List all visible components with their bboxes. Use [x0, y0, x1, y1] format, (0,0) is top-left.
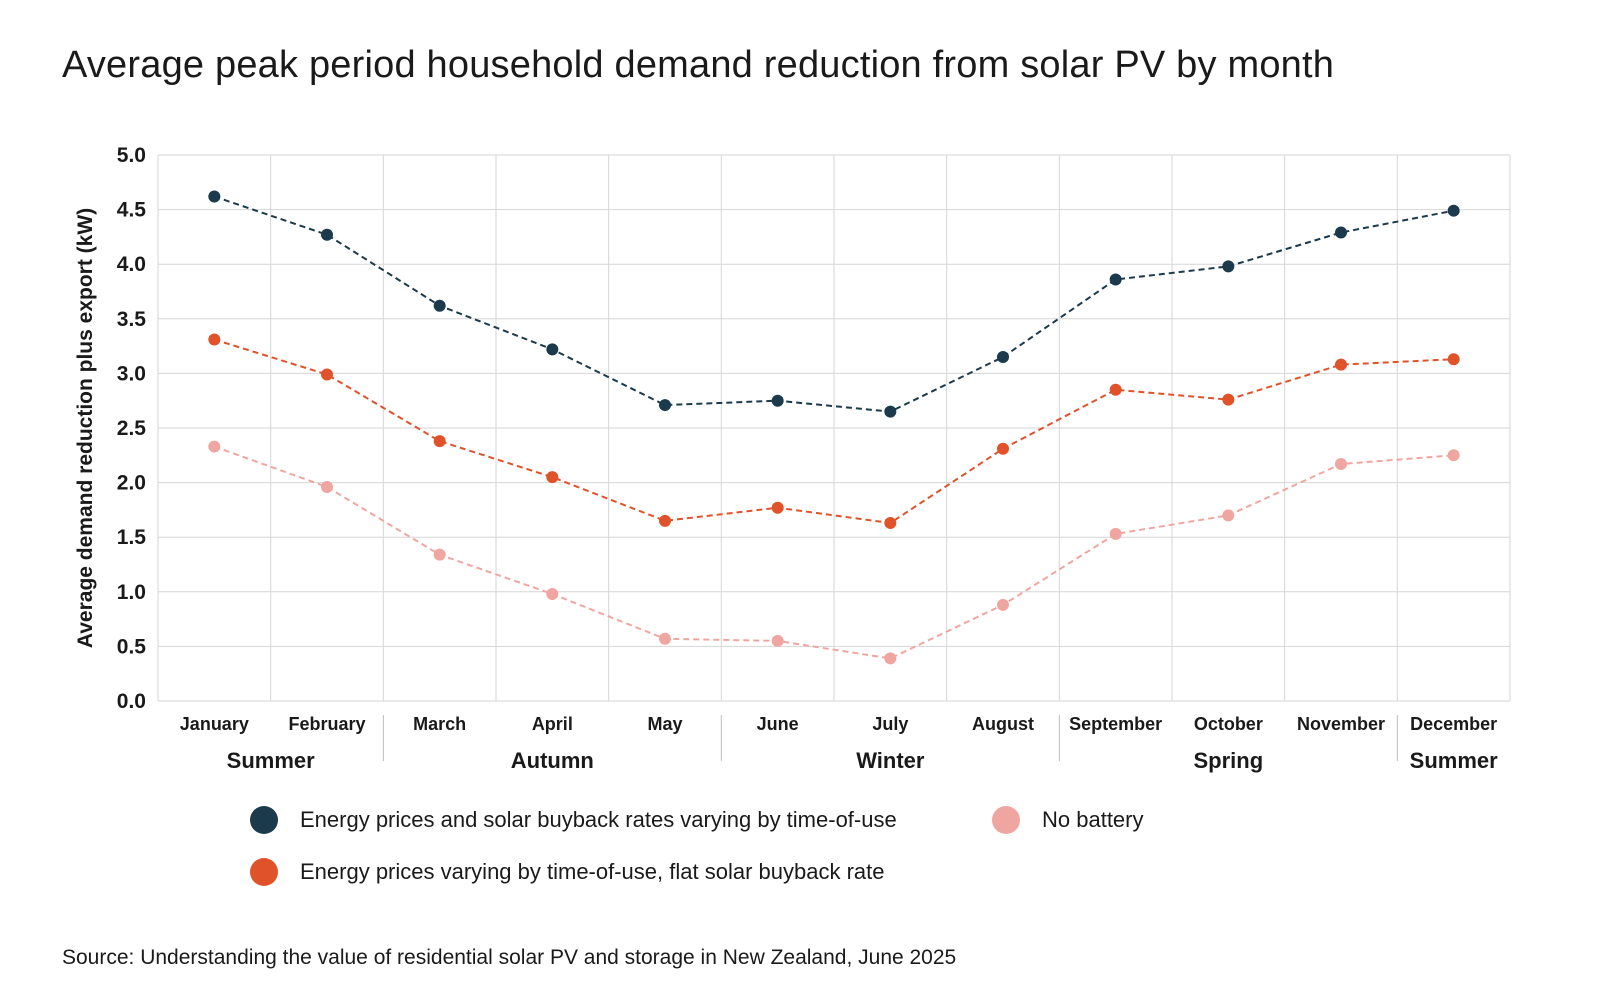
- y-tick-label: 2.5: [117, 417, 147, 440]
- x-tick-label: January: [180, 714, 249, 734]
- data-point-series-1: [884, 405, 897, 418]
- data-point-series-1: [546, 343, 559, 356]
- legend-item-series-3: No battery: [992, 806, 1144, 834]
- data-point-series-3: [1109, 527, 1122, 540]
- data-point-series-2: [1222, 393, 1235, 406]
- x-tick-label: August: [972, 714, 1034, 734]
- season-label: Winter: [856, 748, 925, 773]
- legend-label-series-1: Energy prices and solar buyback rates va…: [300, 807, 897, 832]
- data-point-series-1: [1335, 226, 1347, 239]
- x-tick-label: November: [1297, 714, 1385, 734]
- season-label: Spring: [1193, 748, 1263, 773]
- y-tick-label: 3.0: [117, 362, 146, 385]
- data-point-series-2: [433, 435, 446, 448]
- y-tick-label: 4.5: [117, 199, 147, 222]
- y-tick-label: 1.5: [117, 526, 147, 549]
- x-tick-label: July: [872, 714, 908, 734]
- data-point-series-3: [659, 632, 671, 645]
- y-tick-label: 0.5: [117, 635, 147, 658]
- data-point-series-1: [659, 399, 671, 412]
- data-point-series-3: [1447, 449, 1460, 462]
- legend-swatch-series-2: [250, 858, 278, 886]
- y-tick-label: 5.0: [117, 144, 146, 167]
- season-label: Summer: [227, 748, 315, 773]
- data-point-series-2: [546, 471, 559, 484]
- y-tick-label: 0.0: [117, 690, 146, 713]
- data-point-series-3: [997, 598, 1009, 611]
- x-tick-label: March: [413, 714, 466, 734]
- legend-item-series-1: Energy prices and solar buyback rates va…: [250, 806, 897, 834]
- y-tick-label: 4.0: [117, 253, 146, 276]
- data-point-series-3: [1335, 458, 1347, 471]
- data-point-series-3: [1222, 509, 1235, 522]
- source-note: Source: Understanding the value of resid…: [62, 946, 957, 969]
- y-tick-label: 2.0: [117, 472, 146, 495]
- chart-title: Average peak period household demand red…: [62, 44, 1335, 86]
- data-point-series-2: [1109, 383, 1122, 396]
- data-point-series-1: [1109, 273, 1122, 286]
- data-point-series-1: [997, 351, 1009, 364]
- data-point-series-2: [1335, 358, 1347, 371]
- x-tick-label: February: [288, 714, 365, 734]
- data-point-series-3: [884, 652, 897, 665]
- data-point-series-3: [546, 587, 559, 600]
- x-tick-label: June: [757, 714, 799, 734]
- data-point-series-2: [771, 501, 784, 514]
- data-point-series-3: [321, 480, 333, 493]
- y-axis-title: Average demand reduction plus export (kW…: [74, 208, 97, 648]
- legend-label-series-3: No battery: [1042, 807, 1144, 832]
- season-label: Autumn: [511, 748, 594, 773]
- data-point-series-2: [884, 517, 897, 530]
- x-tick-label: September: [1069, 714, 1162, 734]
- x-tick-label: May: [647, 714, 682, 734]
- data-point-series-1: [433, 299, 446, 312]
- data-point-series-2: [659, 514, 671, 527]
- data-point-series-3: [433, 548, 446, 561]
- x-tick-label: December: [1410, 714, 1497, 734]
- data-point-series-3: [771, 634, 784, 647]
- data-point-series-2: [1447, 353, 1460, 366]
- y-tick-label: 1.0: [117, 581, 146, 604]
- data-point-series-1: [1222, 260, 1235, 273]
- data-point-series-1: [771, 394, 784, 407]
- legend-item-series-2: Energy prices varying by time-of-use, fl…: [250, 858, 884, 886]
- data-point-series-3: [208, 440, 221, 453]
- legend-label-series-2: Energy prices varying by time-of-use, fl…: [300, 859, 885, 884]
- x-tick-label: April: [532, 714, 573, 734]
- y-tick-label: 3.5: [117, 308, 147, 331]
- data-point-series-1: [321, 228, 333, 241]
- data-point-series-1: [1447, 204, 1460, 217]
- legend-swatch-series-3: [992, 806, 1020, 834]
- x-tick-label: October: [1194, 714, 1263, 734]
- data-point-series-1: [208, 190, 221, 203]
- series-line-3: [213, 445, 1454, 660]
- legend-swatch-series-1: [250, 806, 278, 834]
- data-point-series-2: [208, 333, 221, 346]
- season-label: Summer: [1410, 748, 1498, 773]
- data-point-series-2: [321, 368, 333, 381]
- data-point-series-2: [997, 442, 1009, 455]
- line-chart: 0.0 0.5 1.0 1.5 2.0 2.5 3.0 3.5 4.0 4.5 5.0 January…: [74, 144, 1511, 773]
